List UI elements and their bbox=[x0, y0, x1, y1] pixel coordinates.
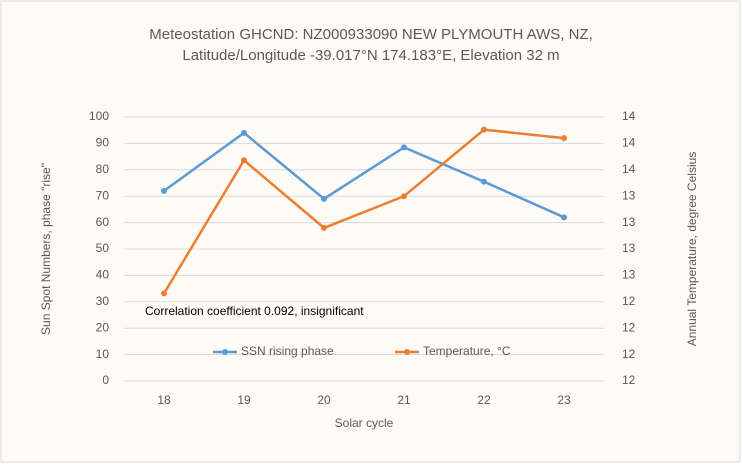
y2-tick-label: 13 bbox=[622, 241, 636, 255]
y-tick-label: 20 bbox=[96, 320, 110, 334]
x-tick-label: 19 bbox=[237, 393, 251, 407]
y-tick-label: 40 bbox=[96, 268, 110, 282]
data-point bbox=[561, 135, 567, 142]
y-tick-label: 10 bbox=[96, 347, 110, 361]
y2-tick-label: 13 bbox=[622, 268, 636, 282]
data-point bbox=[161, 290, 167, 297]
data-point bbox=[401, 144, 407, 151]
x-axis-title: Solar cycle bbox=[335, 416, 394, 430]
data-point bbox=[241, 129, 247, 136]
x-tick-label: 23 bbox=[557, 393, 571, 407]
y2-tick-label: 13 bbox=[622, 215, 636, 229]
y2-tick-label: 12 bbox=[622, 320, 636, 334]
data-point bbox=[401, 193, 407, 200]
x-tick-label: 21 bbox=[397, 393, 411, 407]
y-axis-title: Sun Spot Numbers, phase "rise" bbox=[39, 163, 53, 335]
y2-tick-label: 14 bbox=[622, 162, 636, 176]
data-point bbox=[561, 214, 567, 221]
y-tick-label: 0 bbox=[102, 373, 109, 387]
legend-marker bbox=[404, 349, 410, 355]
x-tick-label: 18 bbox=[157, 393, 171, 407]
y2-tick-label: 12 bbox=[622, 347, 636, 361]
x-tick-label: 22 bbox=[477, 393, 491, 407]
legend-marker bbox=[222, 349, 228, 355]
data-point bbox=[321, 195, 327, 202]
y-tick-label: 100 bbox=[89, 109, 109, 123]
x-tick-label: 20 bbox=[317, 393, 331, 407]
data-point bbox=[161, 187, 167, 194]
data-point bbox=[481, 126, 487, 133]
y2-tick-label: 14 bbox=[622, 136, 636, 150]
y2-tick-label: 12 bbox=[622, 373, 636, 387]
y-tick-label: 60 bbox=[96, 215, 110, 229]
data-point bbox=[481, 178, 487, 185]
y-tick-label: 50 bbox=[96, 241, 110, 255]
series-line bbox=[162, 128, 565, 294]
legend-label: SSN rising phase bbox=[241, 344, 334, 358]
legend-label: Temperature, °C bbox=[423, 344, 511, 358]
y-tick-label: 30 bbox=[96, 294, 110, 308]
annotation: Correlation coefficient 0.092, insignifi… bbox=[145, 304, 364, 318]
data-point bbox=[321, 224, 327, 231]
y2-axis-title: Annual Temperature, degree Celsius bbox=[685, 152, 699, 347]
series-line bbox=[163, 131, 565, 219]
y2-tick-label: 13 bbox=[622, 188, 636, 202]
y2-tick-label: 14 bbox=[622, 109, 636, 123]
data-point bbox=[241, 157, 247, 164]
chart-title: Meteostation GHCND: NZ000933090 NEW PLYM… bbox=[149, 26, 592, 43]
y2-tick-label: 12 bbox=[622, 294, 636, 308]
y-tick-label: 70 bbox=[96, 188, 110, 202]
y-tick-label: 90 bbox=[96, 136, 110, 150]
y-tick-label: 80 bbox=[96, 162, 110, 176]
chart-title: Latitude/Longitude -39.017°N 174.183°E, … bbox=[182, 47, 559, 64]
